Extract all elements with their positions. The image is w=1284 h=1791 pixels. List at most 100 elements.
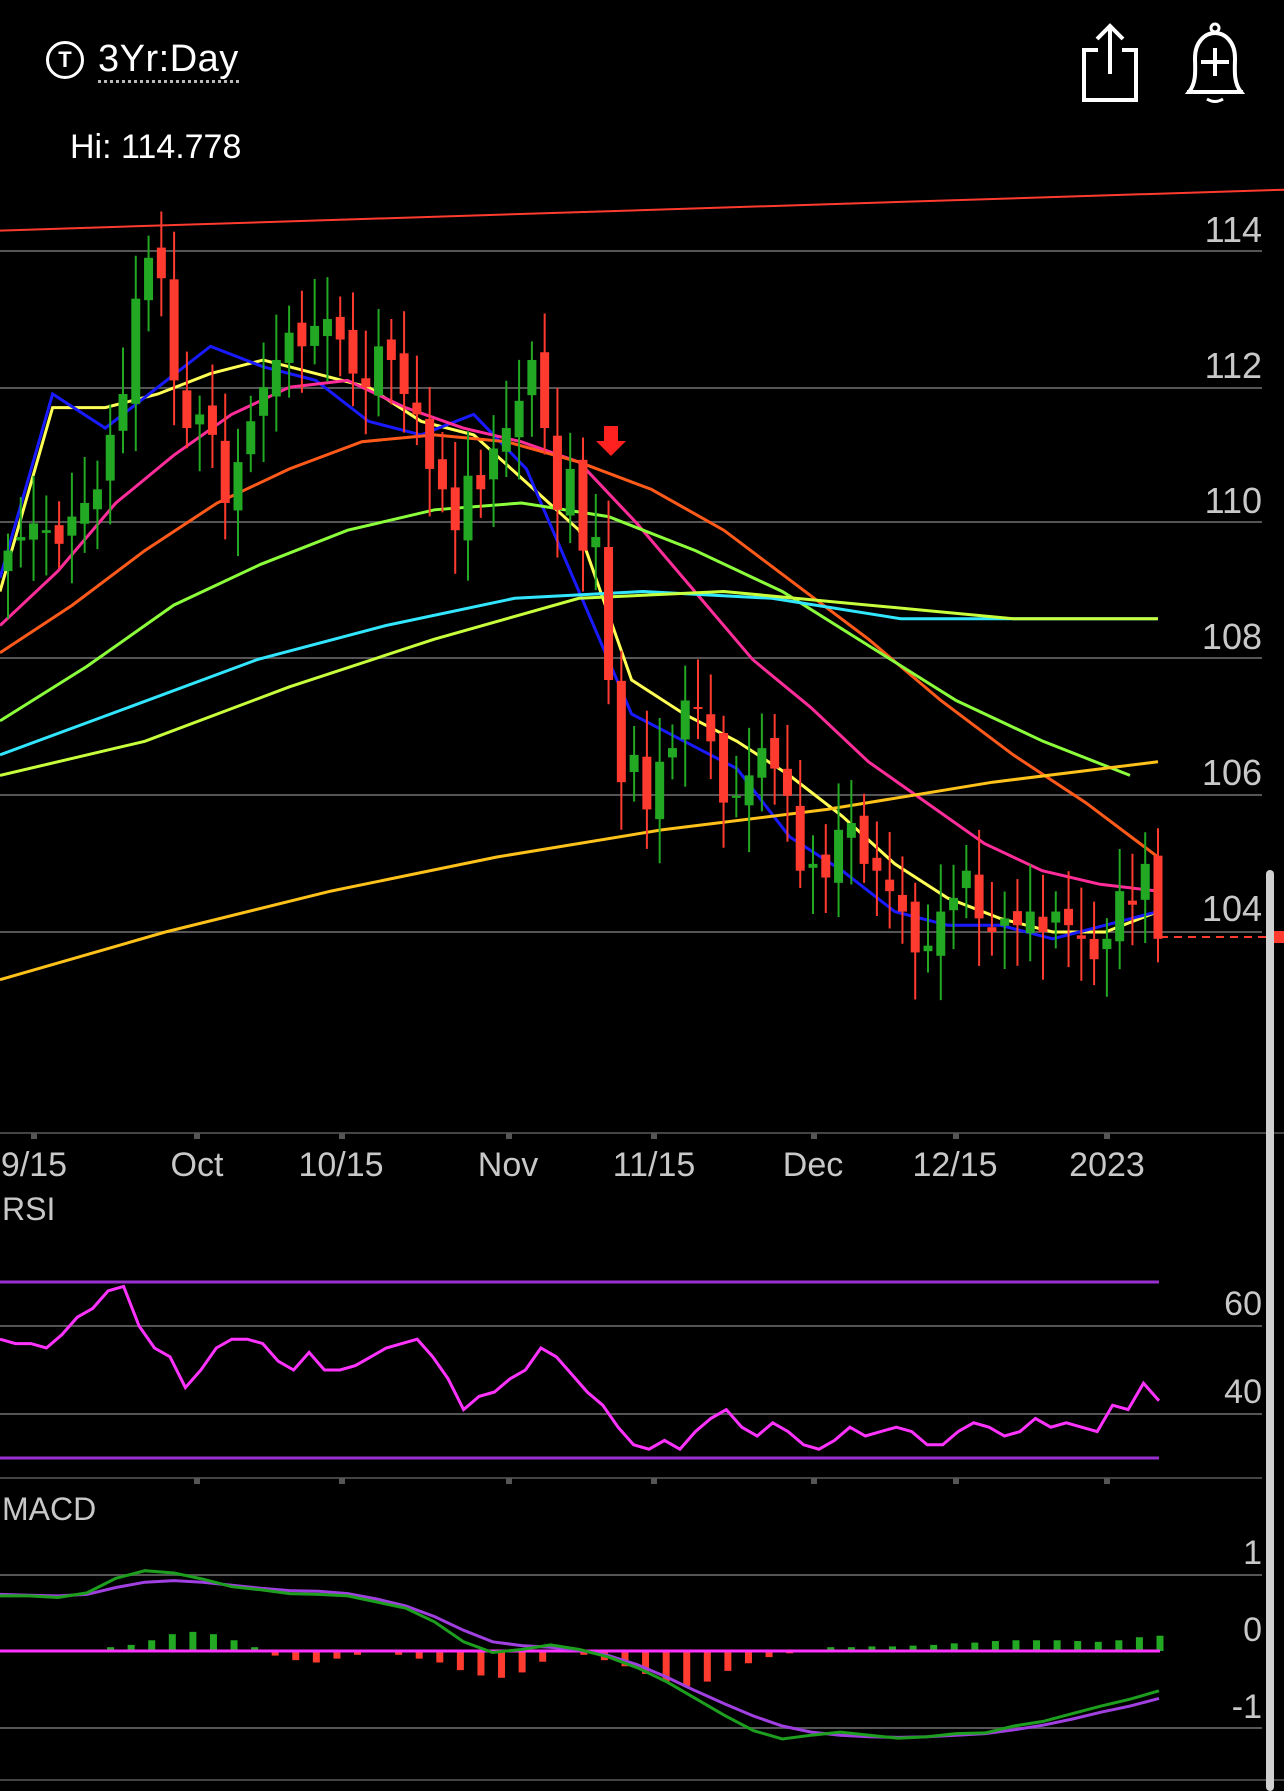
candlestick [386, 318, 396, 405]
trendline-line [0, 188, 1284, 232]
macd-histogram-bar [498, 1651, 506, 1678]
candlestick [795, 759, 805, 889]
candlestick [54, 501, 64, 569]
x-tick-9-15: 9/15 [1, 1146, 67, 1184]
candlestick [233, 428, 243, 557]
candlestick [591, 493, 601, 591]
candlestick [680, 665, 690, 787]
macd-histogram-bar [827, 1647, 835, 1651]
candlestick [169, 231, 179, 426]
candlestick [527, 341, 537, 437]
candlestick [399, 311, 409, 433]
ma-lightgreen-line [0, 501, 1131, 777]
timeframe-selector[interactable]: T 3Yr:Day [46, 36, 239, 84]
macd-histogram-bar [107, 1647, 115, 1651]
rsi-y-axis: 60 40 [1224, 1285, 1262, 1411]
candlestick [144, 235, 154, 332]
candlestick [770, 713, 780, 805]
macd-histogram-bar [477, 1651, 485, 1676]
candlestick [246, 395, 256, 473]
candlestick [1076, 887, 1086, 981]
macd-histogram-bar [1135, 1637, 1143, 1651]
x-tick-12-15: 12/15 [912, 1146, 997, 1184]
candlestick [578, 437, 588, 592]
ma-yellowgreen-line [0, 589, 1158, 777]
macd-histogram-bar [662, 1651, 670, 1682]
candlestick [693, 659, 703, 739]
candlestick [974, 829, 984, 966]
macd-signal-line [0, 1579, 1160, 1739]
share-button[interactable] [1070, 20, 1150, 104]
sma-fast-line [0, 344, 1159, 941]
candlestick [923, 904, 933, 973]
candlestick [374, 308, 384, 417]
macd-histogram-bar [189, 1631, 197, 1651]
candlestick [987, 881, 997, 956]
candlestick [412, 355, 422, 446]
macd-histogram-bar [909, 1645, 917, 1651]
candlestick [1012, 879, 1022, 966]
candlestick [782, 724, 792, 842]
macd-histogram-bar [436, 1651, 444, 1663]
macd-histogram-bar [271, 1651, 279, 1656]
rsi-x-tick-marks [194, 1478, 1110, 1484]
candlestick [1115, 848, 1125, 970]
y-tick-108: 108 [1202, 616, 1262, 657]
candlestick [936, 864, 946, 1001]
candlestick [259, 342, 269, 463]
candlestick [1025, 864, 1035, 962]
macd-histogram-bar [1115, 1640, 1123, 1651]
candlestick [540, 313, 550, 455]
macd-label: MACD [2, 1491, 96, 1527]
x-tick-marks [31, 1133, 1110, 1139]
candlestick [859, 793, 869, 883]
candlestick [655, 717, 665, 864]
add-alert-button[interactable] [1175, 20, 1255, 104]
candlestick [92, 460, 102, 550]
candlestick [348, 292, 358, 407]
candlestick [1153, 828, 1163, 963]
candlestick [16, 497, 26, 568]
ma-magenta-line [0, 378, 1159, 893]
macd-histogram-bar [292, 1651, 300, 1661]
macd-tick-neg1: -1 [1232, 1688, 1262, 1726]
macd-histogram-bar [395, 1651, 403, 1655]
macd-histogram-bar [168, 1634, 176, 1651]
x-tick-nov: Nov [478, 1146, 538, 1184]
macd-histogram-bar [724, 1651, 732, 1671]
top-bar: T 3Yr:Day [0, 0, 1284, 120]
macd-gridlines [0, 1574, 1284, 1781]
macd-histogram-bar [354, 1651, 361, 1655]
macd-histogram-bar [1156, 1635, 1164, 1651]
x-tick-oct: Oct [171, 1146, 224, 1184]
macd-histogram-bar [1074, 1641, 1082, 1651]
macd-histogram-bar [580, 1651, 588, 1655]
candlestick [1051, 891, 1061, 949]
macd-histogram-bar [333, 1651, 341, 1659]
candlesticks [3, 211, 1163, 1001]
candlestick [961, 844, 971, 919]
x-tick-10-15: 10/15 [298, 1146, 383, 1184]
candlestick [322, 277, 332, 382]
candlestick [897, 856, 907, 944]
candlestick [1089, 901, 1099, 986]
candlestick [808, 835, 818, 914]
candlestick [80, 457, 90, 553]
candlestick [846, 780, 856, 885]
vertical-scrollbar[interactable] [1266, 870, 1274, 1791]
macd-histogram-bar [889, 1646, 896, 1651]
macd-histogram-bar [1012, 1640, 1020, 1651]
candlestick [182, 351, 192, 449]
rsi-tick-40: 40 [1224, 1373, 1262, 1411]
timeframe-icon: T [46, 41, 84, 79]
candlestick [41, 495, 51, 576]
candlestick [949, 864, 959, 950]
macd-histogram-bar [251, 1647, 259, 1651]
candlestick [105, 404, 115, 525]
candlestick [450, 442, 460, 574]
macd-tick-0: 0 [1243, 1611, 1262, 1649]
candlestick [463, 431, 473, 581]
macd-histogram-bar [230, 1640, 238, 1651]
macd-y-axis: 1 0 -1 [1232, 1534, 1262, 1726]
